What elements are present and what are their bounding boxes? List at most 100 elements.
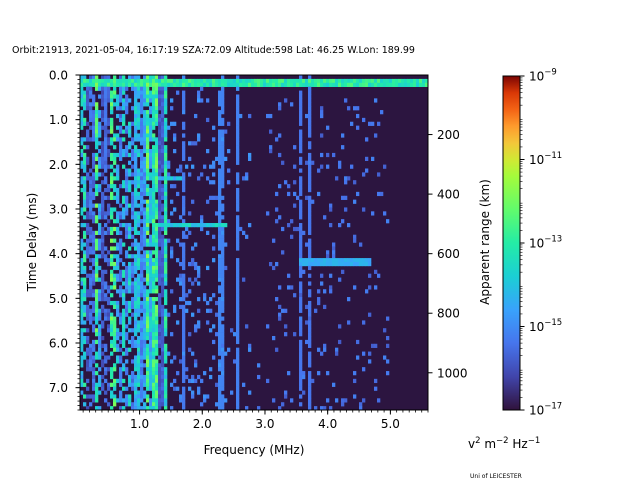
heatmap-cell — [281, 402, 285, 407]
heatmap-cell — [218, 316, 222, 321]
heatmap-cell — [299, 386, 303, 391]
heatmap-cell — [272, 82, 276, 87]
heatmap-cell — [182, 133, 186, 138]
heatmap-cell — [137, 390, 141, 395]
heatmap-cell — [251, 78, 255, 84]
heatmap-cell — [221, 265, 225, 271]
heatmap-cell — [182, 254, 186, 259]
heatmap-cell — [140, 398, 144, 403]
heatmap-cell — [143, 355, 147, 360]
heatmap-cell — [155, 285, 159, 290]
heatmap-cell — [200, 378, 204, 384]
heatmap-cell — [155, 320, 159, 325]
heatmap-cell — [212, 125, 216, 130]
heatmap-cell — [173, 149, 177, 154]
heatmap-cell — [308, 312, 312, 317]
y-tick-label: 0.0 — [49, 69, 68, 83]
heatmap-cell — [341, 398, 345, 403]
heatmap-cell — [197, 281, 201, 286]
heatmap-cell — [218, 133, 222, 138]
heatmap-cell — [131, 281, 135, 286]
heatmap-cell — [119, 215, 123, 220]
heatmap-cell — [236, 363, 240, 368]
heatmap-cell — [137, 246, 141, 251]
heatmap-cell — [161, 374, 165, 380]
heatmap-cell — [308, 250, 312, 255]
heatmap-cell — [191, 246, 195, 251]
heatmap-cell — [134, 277, 138, 282]
heatmap-cell — [86, 289, 90, 294]
heatmap-cell — [101, 199, 105, 204]
heatmap-cell — [194, 141, 198, 146]
heatmap-cell — [236, 98, 240, 103]
heatmap-cell — [212, 137, 216, 142]
heatmap-cell — [125, 94, 129, 99]
heatmap-cell — [89, 394, 93, 399]
heatmap-cell — [92, 242, 96, 247]
heatmap-cell — [110, 312, 114, 317]
heatmap-cell — [134, 215, 138, 220]
heatmap-cell — [164, 347, 168, 352]
heatmap-cell — [368, 82, 372, 87]
heatmap-cell — [152, 347, 156, 352]
heatmap-cell — [143, 339, 147, 345]
heatmap-cell — [134, 176, 138, 181]
heatmap-cell — [317, 289, 321, 294]
heatmap-cell — [299, 226, 303, 232]
heatmap-cell — [146, 367, 150, 372]
heatmap-cell — [320, 106, 324, 111]
heatmap-cell — [125, 347, 129, 352]
heatmap-cell — [188, 332, 192, 337]
heatmap-cell — [149, 347, 153, 352]
heatmap-cell — [371, 82, 375, 87]
heatmap-cell — [146, 254, 150, 259]
heatmap-cell — [236, 172, 240, 177]
heatmap-cell — [101, 230, 105, 236]
heatmap-cell — [131, 312, 135, 317]
heatmap-cell — [140, 94, 144, 99]
heatmap-cell — [173, 304, 177, 310]
y2-tick-label: 1000 — [437, 366, 468, 380]
heatmap-cell — [110, 94, 114, 99]
heatmap-cell — [158, 269, 162, 274]
heatmap-cell — [149, 281, 153, 286]
heatmap-cell — [164, 195, 168, 200]
heatmap-cell — [110, 382, 114, 387]
heatmap-cell — [134, 226, 138, 232]
heatmap-cell — [131, 359, 135, 364]
heatmap-cell — [308, 94, 312, 99]
heatmap-cell — [221, 145, 225, 150]
heatmap-cell — [83, 137, 87, 142]
heatmap-cell — [152, 203, 156, 208]
heatmap-cell — [146, 117, 150, 123]
heatmap-cells — [80, 75, 429, 411]
heatmap-cell — [161, 226, 165, 232]
heatmap-cell — [125, 203, 129, 208]
heatmap-cell — [104, 160, 108, 165]
heatmap-cell — [113, 304, 117, 310]
heatmap-cell — [182, 242, 186, 247]
heatmap-cell — [101, 117, 105, 123]
heatmap-cell — [161, 219, 165, 224]
heatmap-cell — [374, 269, 378, 274]
heatmap-cell — [161, 269, 165, 274]
heatmap-cell — [179, 281, 183, 286]
heatmap-cell — [86, 328, 90, 333]
heatmap-cell — [113, 152, 117, 158]
heatmap-cell — [95, 355, 99, 360]
heatmap-cell — [254, 78, 258, 84]
heatmap-cell — [164, 110, 168, 115]
heatmap-cell — [218, 335, 222, 341]
heatmap-cell — [221, 254, 225, 259]
heatmap-cell — [158, 265, 162, 271]
heatmap-cell — [158, 261, 162, 267]
heatmap-cell — [113, 90, 117, 95]
heatmap-cell — [218, 180, 222, 185]
x-axis-label: Frequency (MHz) — [204, 443, 305, 457]
heatmap-cell — [236, 191, 240, 197]
heatmap-cell — [134, 242, 138, 247]
heatmap-cell — [161, 320, 165, 325]
heatmap-cell — [206, 117, 210, 123]
heatmap-cell — [122, 351, 126, 356]
heatmap-cell — [146, 273, 150, 278]
